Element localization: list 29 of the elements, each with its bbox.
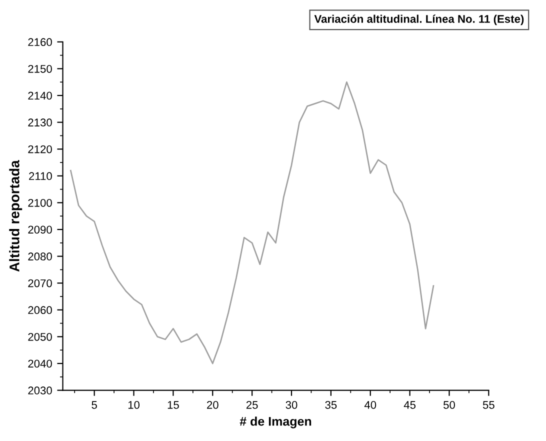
y-tick-label: 2140 [28, 92, 52, 100]
y-tick-label: 2050 [28, 332, 52, 341]
x-axis-title: # de Imagen [240, 416, 312, 428]
y-tick-label: 2080 [28, 252, 52, 260]
x-tick-label: 45 [404, 401, 416, 409]
y-tick-label: 2040 [28, 360, 52, 368]
y-tick-label: 2030 [28, 386, 52, 394]
x-tick-label: 55 [482, 401, 494, 409]
x-tick-label: 20 [207, 400, 218, 409]
x-tick-label: 25 [246, 400, 258, 409]
x-tick-label: 40 [364, 400, 376, 409]
y-tick-label: 2070 [28, 279, 52, 288]
line-series [70, 81, 434, 364]
x-tick-label: 15 [168, 401, 179, 409]
y-tick-label: 2130 [28, 118, 52, 126]
y-tick-label: 2060 [28, 306, 52, 314]
x-tick-label: 35 [325, 400, 337, 409]
y-tick-label: 2120 [28, 145, 52, 154]
y-tick-label: 2160 [28, 38, 52, 46]
x-tick-label: 50 [444, 400, 455, 409]
y-tick-label: 2100 [28, 198, 52, 207]
x-tick-label: 5 [92, 401, 97, 409]
y-tick-label: 2150 [28, 64, 52, 73]
chart-title: Variación altitudinal. Línea No. 11 (Este) [314, 14, 524, 26]
x-tick-label: 30 [286, 400, 298, 409]
y-tick-label: 2090 [28, 226, 52, 234]
x-tick-label: 10 [128, 400, 140, 409]
y-axis-title: Altitud reportada [9, 160, 22, 272]
y-tick-label: 2110 [29, 172, 52, 180]
